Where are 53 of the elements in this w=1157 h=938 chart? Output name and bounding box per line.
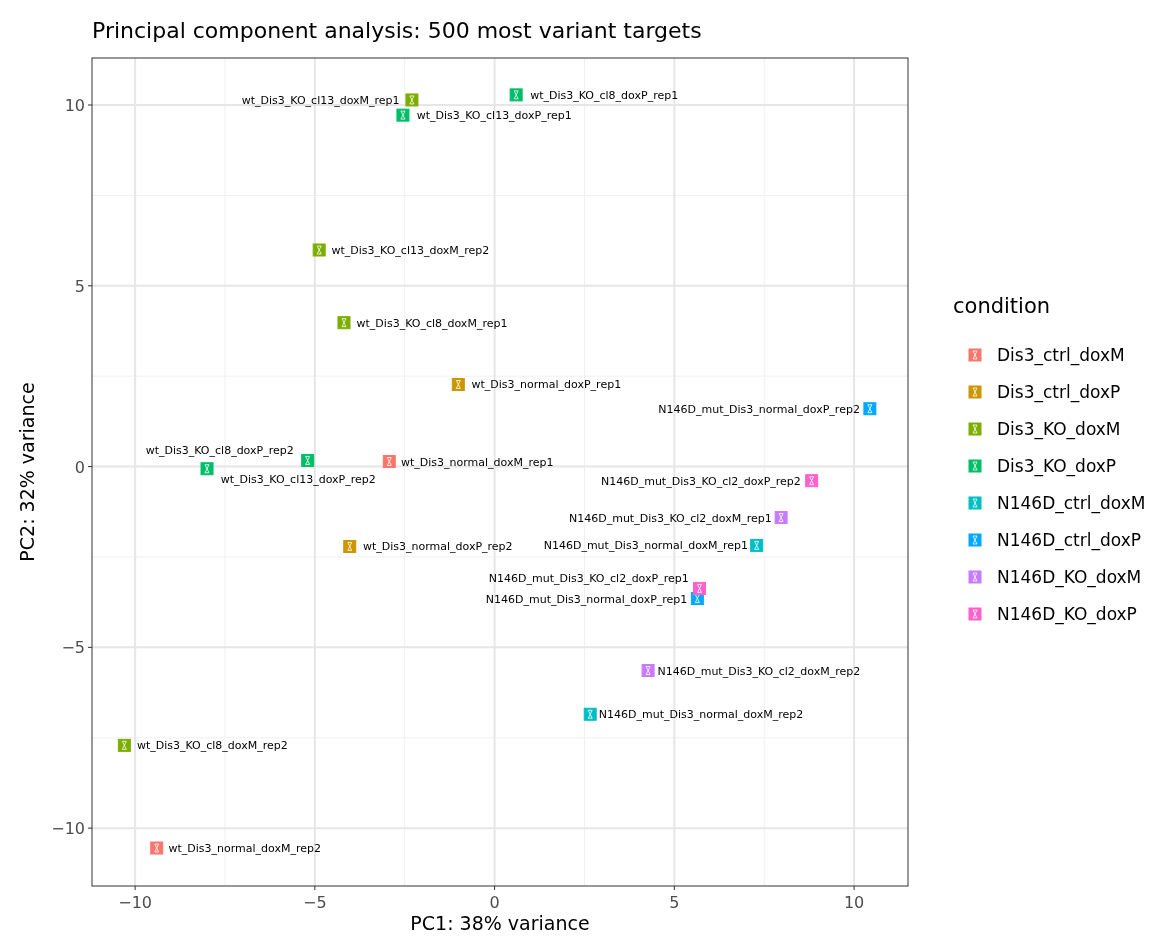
- x-tick-label: −5: [303, 893, 327, 912]
- legend-title: condition: [953, 294, 1051, 318]
- x-tick-label: 5: [669, 893, 680, 912]
- annotation: N146D_mut_Dis3_normal_doxM_rep2: [598, 708, 804, 722]
- point: [509, 88, 523, 102]
- legend-label: Dis3_ctrl_doxM: [997, 345, 1125, 366]
- legend-label: N146D_ctrl_doxM: [997, 493, 1146, 514]
- annotation: N146D_mut_Dis3_normal_doxP_rep1: [485, 592, 688, 606]
- annotation: N146D_mut_Dis3_normal_doxM_rep1: [543, 539, 749, 553]
- x-tick-label: −10: [118, 893, 153, 912]
- annotation: wt_Dis3_normal_doxM_rep2: [168, 842, 321, 856]
- annotation: wt_Dis3_KO_cl8_doxP_rep2: [145, 444, 294, 458]
- point: [396, 108, 410, 122]
- point: [774, 511, 788, 525]
- annotation: wt_Dis3_KO_cl13_doxP_rep2: [220, 472, 376, 486]
- point: [641, 664, 655, 677]
- annotation: wt_Dis3_KO_cl13_doxM_rep2: [331, 243, 490, 257]
- legend-label: N146D_KO_doxM: [997, 567, 1142, 588]
- legend-label: Dis3_ctrl_doxP: [997, 382, 1121, 403]
- point: [312, 243, 326, 257]
- legend-label: Dis3_KO_doxM: [997, 419, 1121, 440]
- annotation: wt_Dis3_normal_doxP_rep1: [471, 378, 622, 392]
- annotation: wt_Dis3_KO_cl8_doxM_rep1: [356, 316, 508, 330]
- x-axis-title: PC1: 38% variance: [410, 912, 590, 934]
- x-tick-label: 0: [489, 893, 500, 912]
- y-tick-label: 5: [74, 276, 85, 296]
- annotation: wt_Dis3_normal_doxP_rep2: [362, 540, 513, 554]
- point: [863, 402, 877, 416]
- annotation: N146D_mut_Dis3_KO_cl2_doxP_rep2: [600, 474, 801, 488]
- legend-label: N146D_KO_doxP: [997, 604, 1137, 625]
- legend-label: N146D_ctrl_doxP: [997, 530, 1141, 551]
- legend-label: Dis3_KO_doxP: [997, 456, 1117, 477]
- y-tick-label: 10: [64, 96, 85, 115]
- point: [200, 462, 214, 476]
- x-tick-label: 10: [843, 893, 865, 912]
- y-tick-label: −10: [51, 819, 85, 839]
- annotation: N146D_mut_Dis3_KO_cl2_doxM_rep2: [657, 664, 861, 678]
- annotation: wt_Dis3_KO_cl13_doxM_rep1: [241, 93, 400, 107]
- annotation: wt_Dis3_KO_cl8_doxP_rep1: [530, 88, 679, 102]
- point: [405, 93, 419, 107]
- point: [150, 841, 164, 855]
- chart-title: Principal component analysis: 500 most variant targets: [92, 18, 702, 43]
- y-tick-label: 0: [74, 457, 85, 477]
- y-tick-label: −5: [61, 638, 85, 658]
- point: [337, 316, 351, 330]
- point: [343, 539, 357, 553]
- annotation: N146D_mut_Dis3_KO_cl2_doxP_rep1: [488, 572, 689, 586]
- annotation: N146D_mut_Dis3_KO_cl2_doxM_rep1: [568, 511, 772, 525]
- annotation: wt_Dis3_KO_cl13_doxP_rep1: [416, 109, 572, 123]
- annotation: wt_Dis3_KO_cl8_doxM_rep2: [136, 739, 288, 753]
- y-axis-title: PC2: 32% variance: [16, 382, 38, 562]
- annotation: wt_Dis3_normal_doxM_rep1: [401, 455, 554, 469]
- annotation: N146D_mut_Dis3_normal_doxP_rep2: [658, 402, 860, 416]
